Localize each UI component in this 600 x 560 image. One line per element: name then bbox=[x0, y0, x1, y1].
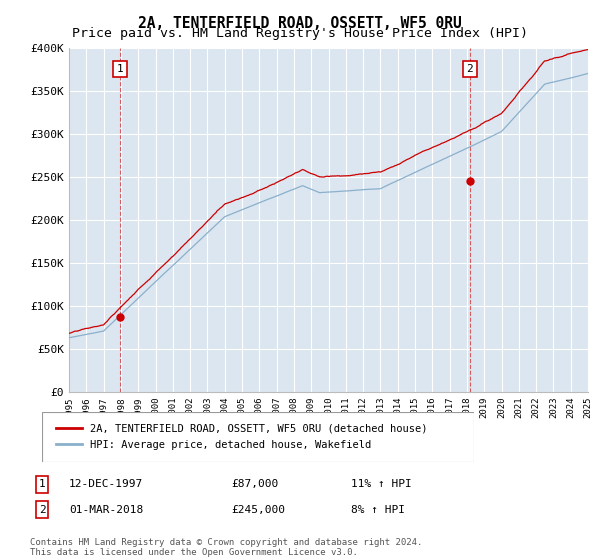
Text: 01-MAR-2018: 01-MAR-2018 bbox=[69, 505, 143, 515]
Text: Price paid vs. HM Land Registry's House Price Index (HPI): Price paid vs. HM Land Registry's House … bbox=[72, 27, 528, 40]
Text: 2: 2 bbox=[466, 64, 473, 74]
Text: £87,000: £87,000 bbox=[231, 479, 278, 489]
Text: Contains HM Land Registry data © Crown copyright and database right 2024.
This d: Contains HM Land Registry data © Crown c… bbox=[30, 538, 422, 557]
Text: 12-DEC-1997: 12-DEC-1997 bbox=[69, 479, 143, 489]
Text: 1: 1 bbox=[116, 64, 124, 74]
Text: 11% ↑ HPI: 11% ↑ HPI bbox=[351, 479, 412, 489]
Text: 1: 1 bbox=[38, 479, 46, 489]
Text: 8% ↑ HPI: 8% ↑ HPI bbox=[351, 505, 405, 515]
Text: 2A, TENTERFIELD ROAD, OSSETT, WF5 0RU: 2A, TENTERFIELD ROAD, OSSETT, WF5 0RU bbox=[138, 16, 462, 31]
Text: £245,000: £245,000 bbox=[231, 505, 285, 515]
Legend: 2A, TENTERFIELD ROAD, OSSETT, WF5 0RU (detached house), HPI: Average price, deta: 2A, TENTERFIELD ROAD, OSSETT, WF5 0RU (d… bbox=[52, 419, 432, 454]
Text: 2: 2 bbox=[38, 505, 46, 515]
